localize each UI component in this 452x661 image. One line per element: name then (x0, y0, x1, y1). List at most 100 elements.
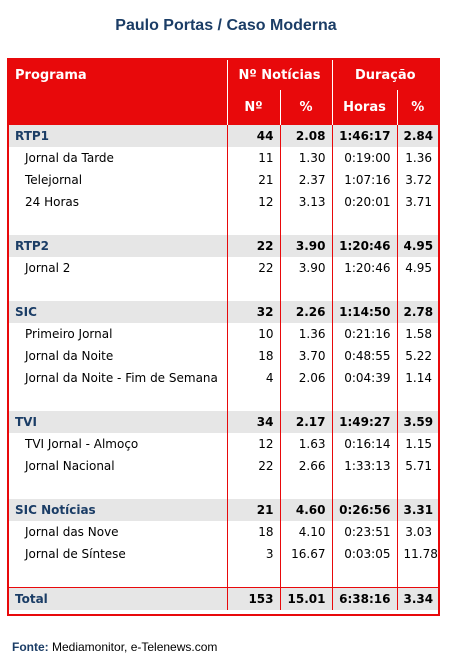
cell-horas: 1:14:50 (331, 301, 397, 323)
cell-programa: 24 Horas (25, 195, 79, 209)
cell-pct: 16.67 (279, 543, 332, 565)
cell-pct: 3.70 (279, 345, 332, 367)
group-row: RTP1 44 2.08 1:46:17 2.84 (9, 125, 439, 147)
table-row: Jornal da Noite 18 3.70 0:48:55 5.22 (9, 345, 439, 367)
spacer-cell (279, 279, 332, 301)
table-row: Telejornal 21 2.37 1:07:16 3.72 (9, 169, 439, 191)
cell-n: 12 (226, 191, 280, 213)
header-pct2: % (396, 90, 439, 125)
cell-programa: Telejornal (25, 173, 83, 187)
spacer-cell (396, 477, 439, 499)
spacer-cell (396, 213, 439, 235)
table-body: RTP1 44 2.08 1:46:17 2.84 Jornal da Tarde 11 1.… (9, 125, 439, 610)
cell-programa: Jornal Nacional (25, 459, 115, 473)
header-n: Nº (226, 90, 280, 125)
cell-pct: 2.66 (279, 455, 332, 477)
page-title: Paulo Portas / Caso Moderna (115, 17, 337, 34)
cell-programa: Jornal 2 (25, 261, 71, 275)
cell-programa: Jornal das Nove (25, 525, 119, 539)
cell-programa: Jornal da Noite (25, 349, 114, 363)
cell-pct: 4.60 (279, 499, 332, 521)
cell-horas: 0:26:56 (331, 499, 397, 521)
cell-n: 12 (226, 433, 280, 455)
spacer-cell (396, 279, 439, 301)
spacer-cell (9, 389, 227, 411)
data-table-frame: Programa Nº Notícias Duração Nº % Horas … (7, 58, 440, 616)
cell-programa: RTP2 (9, 235, 227, 257)
table-row: Jornal das Nove 18 4.10 0:23:51 3.03 (9, 521, 439, 543)
cell-n: 18 (226, 521, 280, 543)
cell-pct: 2.08 (279, 125, 332, 147)
spacer-cell (331, 389, 397, 411)
spacer-cell (226, 279, 280, 301)
cell-programa: Jornal da Tarde (25, 151, 114, 165)
cell-n: 22 (226, 455, 280, 477)
source-label: Fonte: (12, 640, 49, 654)
table-row: Primeiro Jornal 10 1.36 0:21:16 1.58 (9, 323, 439, 345)
cell-horas: 0:21:16 (331, 323, 397, 345)
cell-pct2: 5.22 (396, 345, 439, 367)
cell-pct: 4.10 (279, 521, 332, 543)
cell-horas: 1:20:46 (331, 257, 397, 279)
spacer-row (9, 565, 439, 588)
header-programa: Programa (9, 60, 227, 90)
cell-pct: 15.01 (279, 587, 332, 610)
cell-horas: 0:04:39 (331, 367, 397, 389)
table-row: Jornal Nacional 22 2.66 1:33:13 5.71 (9, 455, 439, 477)
spacer-cell (9, 213, 227, 235)
cell-n: 3 (226, 543, 280, 565)
spacer-cell (9, 279, 227, 301)
header-row-top: Programa Nº Notícias Duração (9, 60, 439, 90)
table-row: Jornal da Tarde 11 1.30 0:19:00 1.36 (9, 147, 439, 169)
cell-pct2: 1.15 (396, 433, 439, 455)
cell-horas: 6:38:16 (331, 587, 397, 610)
cell-pct2: 3.34 (396, 587, 439, 610)
cell-n: 4 (226, 367, 280, 389)
spacer-cell (331, 477, 397, 499)
cell-pct: 2.37 (279, 169, 332, 191)
spacer-cell (226, 389, 280, 411)
cell-n: 34 (226, 411, 280, 433)
cell-pct2: 3.59 (396, 411, 439, 433)
cell-pct2: 11.78 (396, 543, 439, 565)
cell-programa: SIC (9, 301, 227, 323)
cell-pct: 2.06 (279, 367, 332, 389)
cell-n: 18 (226, 345, 280, 367)
header-noticias: Nº Notícias (226, 60, 332, 90)
cell-pct2: 1.58 (396, 323, 439, 345)
cell-programa: Total (9, 587, 227, 610)
cell-pct2: 4.95 (396, 257, 439, 279)
cell-n: 21 (226, 499, 280, 521)
cell-pct2: 2.78 (396, 301, 439, 323)
cell-pct: 2.17 (279, 411, 332, 433)
spacer-cell (226, 477, 280, 499)
spacer-cell (279, 389, 332, 411)
cell-programa: Primeiro Jornal (25, 327, 113, 341)
cell-pct: 3.90 (279, 235, 332, 257)
cell-pct2: 5.71 (396, 455, 439, 477)
spacer-cell (331, 213, 397, 235)
cell-horas: 0:03:05 (331, 543, 397, 565)
spacer-cell (331, 565, 397, 588)
cell-pct2: 3.03 (396, 521, 439, 543)
cell-n: 21 (226, 169, 280, 191)
header-duracao: Duração (331, 60, 439, 90)
table-row: Jornal de Síntese 3 16.67 0:03:05 11.78 (9, 543, 439, 565)
group-row: TVI 34 2.17 1:49:27 3.59 (9, 411, 439, 433)
cell-horas: 0:16:14 (331, 433, 397, 455)
table-row: 24 Horas 12 3.13 0:20:01 3.71 (9, 191, 439, 213)
cell-programa: SIC Notícias (9, 499, 227, 521)
spacer-cell (226, 213, 280, 235)
table-row: Jornal 2 22 3.90 1:20:46 4.95 (9, 257, 439, 279)
group-row: SIC 32 2.26 1:14:50 2.78 (9, 301, 439, 323)
cell-horas: 0:48:55 (331, 345, 397, 367)
cell-n: 44 (226, 125, 280, 147)
cell-n: 153 (226, 587, 280, 610)
spacer-row (9, 213, 439, 235)
header-horas: Horas (331, 90, 397, 125)
group-row: RTP2 22 3.90 1:20:46 4.95 (9, 235, 439, 257)
cell-pct: 2.26 (279, 301, 332, 323)
spacer-cell (226, 565, 280, 588)
cell-pct2: 3.71 (396, 191, 439, 213)
total-row: Total 153 15.01 6:38:16 3.34 (9, 587, 439, 610)
